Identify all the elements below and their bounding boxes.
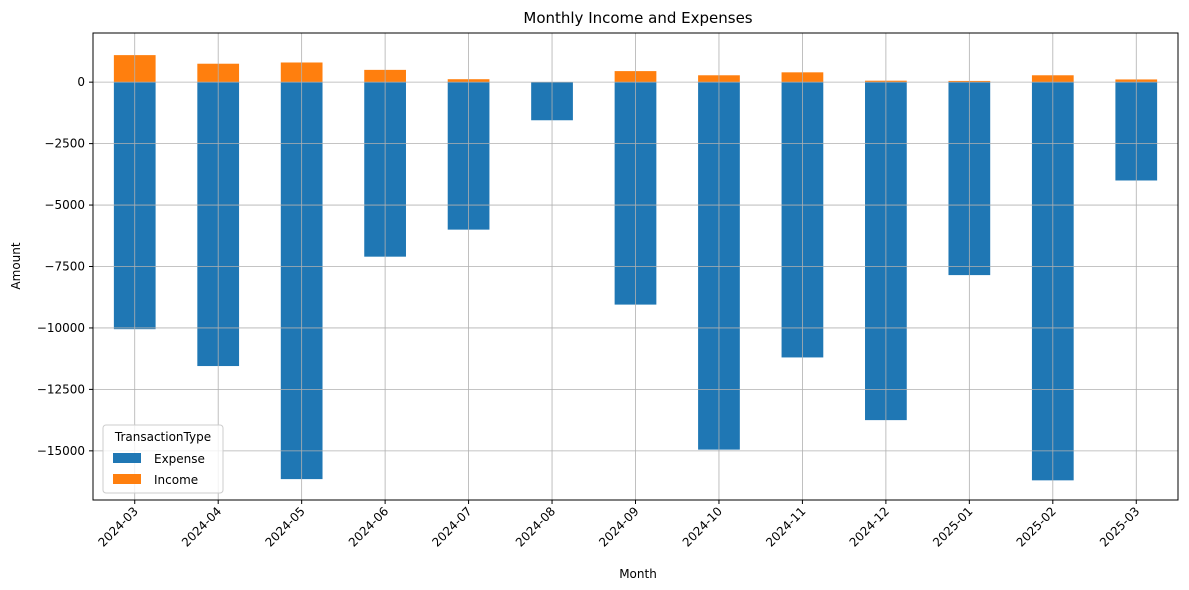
x-axis-label: Month [619,567,657,581]
x-tick-label: 2024-06 [346,504,391,549]
x-tick-label: 2024-08 [513,504,558,549]
y-tick-label: −5000 [44,198,85,212]
y-tick-label: −12500 [37,382,85,396]
legend-title: TransactionType [114,430,211,444]
chart-title: Monthly Income and Expenses [523,9,752,27]
x-tick-label: 2024-10 [680,504,725,549]
legend-swatch-expense [113,453,141,463]
grid-lines [93,33,1178,500]
x-tick-label: 2025-03 [1097,504,1142,549]
y-tick-label: −10000 [37,321,85,335]
y-tick-label: −7500 [44,260,85,274]
legend-label-expense: Expense [154,452,205,466]
y-axis-ticks: 0 −2500 −5000 −7500 −10000 −12500 −15000 [37,75,93,458]
x-tick-label: 2024-12 [847,504,892,549]
y-tick-label: −2500 [44,137,85,151]
x-tick-label: 2024-11 [763,504,808,549]
legend-swatch-income [113,474,141,484]
y-axis-label: Amount [9,242,23,289]
y-tick-label: 0 [77,75,85,89]
x-tick-label: 2025-02 [1014,504,1059,549]
legend-label-income: Income [154,473,198,487]
x-tick-label: 2024-03 [95,504,140,549]
y-tick-label: −15000 [37,444,85,458]
x-tick-label: 2024-07 [429,504,474,549]
x-axis-ticks: 2024-03 2024-04 2024-05 2024-06 2024-07 2024-… [95,500,1142,550]
x-tick-label: 2025-01 [930,504,975,549]
legend: TransactionType Expense Income [102,424,224,494]
x-tick-label: 2024-04 [179,504,224,549]
x-tick-label: 2024-09 [596,504,641,549]
x-tick-label: 2024-05 [262,504,307,549]
